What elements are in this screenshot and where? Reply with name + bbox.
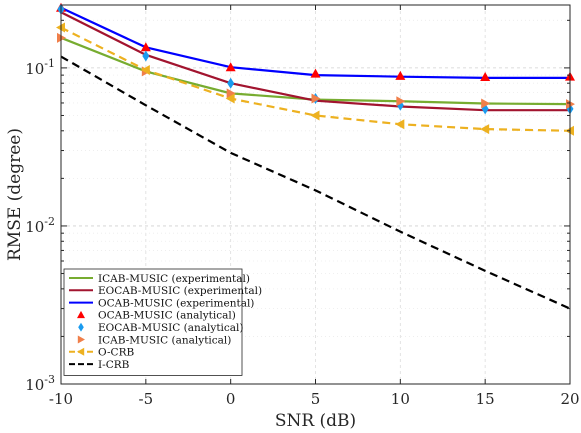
series-line (60, 55, 571, 310)
x-tick-label: 10 (391, 390, 410, 408)
legend-label: EOCAB-MUSIC (experimental) (98, 285, 262, 297)
legend-item: O-CRB (69, 347, 134, 359)
legend-label: OCAB-MUSIC (experimental) (98, 297, 254, 309)
triangle-up-marker (77, 310, 85, 319)
diamond-marker (142, 50, 150, 62)
legend-label: O-CRB (98, 347, 134, 359)
series-i-crb (60, 55, 571, 310)
legend-label: I-CRB (98, 359, 130, 371)
x-tick-label: -5 (139, 390, 154, 408)
legend-label: EOCAB-MUSIC (analytical) (98, 322, 244, 334)
legend-item: I-CRB (69, 359, 130, 371)
legend-label: OCAB-MUSIC (analytical) (98, 310, 236, 322)
x-tick-label: 20 (560, 390, 579, 408)
triangle-up-marker (480, 72, 491, 82)
triangle-left-marker (480, 124, 490, 135)
x-tick-label: 0 (226, 390, 236, 408)
diamond-marker (227, 77, 235, 89)
triangle-left-marker (225, 93, 235, 104)
x-tick-label: -10 (49, 390, 73, 408)
triangle-up-marker (225, 62, 236, 72)
y-tick-label: 10-1 (25, 57, 55, 78)
legend-item: OCAB-MUSIC (analytical) (77, 310, 236, 322)
series-o-crb (56, 22, 574, 136)
axis-ticks: -10 -5 0 5 10 15 20 10-3 10-2 10-1 (25, 5, 580, 408)
legend-label: ICAB-MUSIC (analytical) (98, 334, 231, 346)
legend: ICAB-MUSIC (experimental)EOCAB-MUSIC (ex… (63, 268, 262, 376)
y-tick-label: 10-3 (25, 373, 55, 394)
legend-item: OCAB-MUSIC (experimental) (69, 297, 254, 309)
x-tick-label: 15 (476, 390, 495, 408)
triangle-left-marker (140, 64, 150, 75)
triangle-right-marker (396, 96, 406, 107)
triangle-right-marker (481, 98, 491, 109)
legend-item: ICAB-MUSIC (analytical) (77, 334, 231, 346)
triangle-left-marker (310, 110, 320, 121)
triangle-up-marker (310, 68, 321, 78)
triangle-right-marker (77, 335, 85, 344)
triangle-right-marker (311, 93, 321, 104)
x-tick-label: 5 (311, 390, 321, 408)
triangle-left-marker (395, 119, 405, 130)
y-tick-label: 10-2 (25, 215, 55, 236)
legend-item: EOCAB-MUSIC (analytical) (78, 322, 244, 334)
triangle-right-marker (226, 88, 236, 99)
triangle-left-marker (77, 347, 85, 356)
series-icab-music-analytical (57, 32, 575, 110)
legend-box (63, 268, 243, 376)
series-layer (56, 2, 575, 310)
y-axis-label: RMSE (degree) (5, 128, 25, 261)
legend-label: ICAB-MUSIC (experimental) (98, 273, 250, 285)
x-axis-label: SNR (dB) (275, 411, 356, 431)
triangle-up-marker (395, 70, 406, 80)
legend-item: EOCAB-MUSIC (experimental) (69, 285, 262, 297)
triangle-up-marker (140, 42, 151, 52)
legend-item: ICAB-MUSIC (experimental) (69, 273, 250, 285)
diamond-marker (78, 322, 84, 332)
